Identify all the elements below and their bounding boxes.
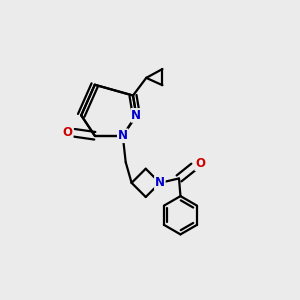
Text: N: N xyxy=(155,176,165,189)
Text: O: O xyxy=(195,157,205,170)
Text: N: N xyxy=(118,129,128,142)
Text: O: O xyxy=(63,126,73,139)
Text: N: N xyxy=(131,109,141,122)
